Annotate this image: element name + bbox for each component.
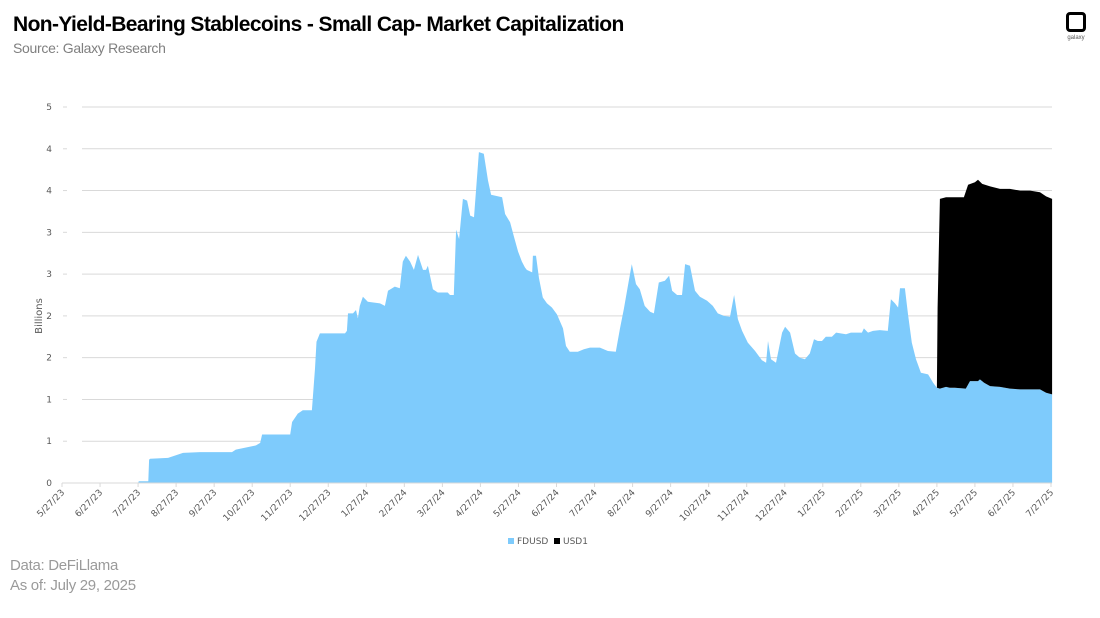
x-tick-label: 12/27/24 [754,488,790,524]
galaxy-logo: galaxy [1062,12,1090,48]
x-axis: 5/27/23 6/27/23 7/27/23 8/27/23 9/27/23 10/27… [36,483,1057,524]
x-tick-label: 10/27/24 [678,488,714,524]
x-tick-label: 6/27/25 [986,488,1018,520]
as-of-date: As of: July 29, 2025 [10,577,136,594]
y-tick-label: 1 [46,437,52,447]
y-axis: 0 1 1 2 2 3 3 4 4 5 [46,103,67,489]
y-tick-label: 4 [46,145,52,155]
legend-swatch-fdusd [508,538,514,544]
x-tick-label: 7/27/25 [1025,488,1057,520]
y-tick-label: 4 [46,187,52,197]
x-tick-label: 9/27/23 [188,488,220,520]
y-tick-label: 1 [46,395,52,405]
galaxy-logo-text: galaxy [1067,35,1085,41]
galaxy-logo-icon [1066,12,1086,32]
x-tick-label: 12/27/23 [298,488,334,524]
x-tick-label: 9/27/24 [644,488,676,520]
x-tick-label: 6/27/23 [74,488,106,520]
y-tick-label: 3 [46,270,52,280]
x-tick-label: 2/27/24 [378,488,410,520]
x-tick-label: 3/27/25 [872,488,904,520]
x-tick-label: 8/27/23 [150,488,182,520]
y-axis-label: Billions [34,298,45,334]
chart-subtitle: Source: Galaxy Research [13,40,166,56]
x-tick-label: 5/27/24 [492,488,524,520]
x-tick-label: 4/27/25 [910,488,942,520]
x-tick-label: 11/27/24 [716,488,752,524]
x-tick-label: 1/27/25 [796,488,828,520]
footer: Data: DeFiLlama As of: July 29, 2025 [10,556,136,596]
x-tick-label: 10/27/23 [222,488,258,524]
x-tick-label: 7/27/24 [568,488,600,520]
y-tick-label: 0 [46,479,52,489]
y-tick-label: 3 [46,228,52,238]
x-tick-label: 5/27/25 [948,488,980,520]
x-tick-label: 11/27/23 [260,488,296,524]
legend: FDUSD USD1 [508,537,588,547]
x-tick-label: 8/27/24 [606,488,638,520]
y-tick-label: 2 [46,354,52,364]
x-tick-label: 4/27/24 [454,488,486,520]
series-area-usd1 [936,179,1053,395]
x-tick-label: 6/27/24 [530,488,562,520]
x-tick-label: 5/27/23 [36,488,68,520]
x-tick-label: 3/27/24 [416,488,448,520]
legend-label-fdusd: FDUSD [517,537,548,547]
legend-swatch-usd1 [554,538,560,544]
x-tick-label: 2/27/25 [834,488,866,520]
legend-label-usd1: USD1 [563,537,588,547]
series-area-fdusd [62,152,1053,483]
data-source: Data: DeFiLlama [10,557,119,574]
x-tick-label: 1/27/24 [340,488,372,520]
y-tick-label: 5 [46,103,52,113]
x-tick-label: 7/27/23 [112,488,144,520]
chart-title: Non-Yield-Bearing Stablecoins - Small Ca… [13,13,624,36]
y-tick-label: 2 [46,312,52,322]
